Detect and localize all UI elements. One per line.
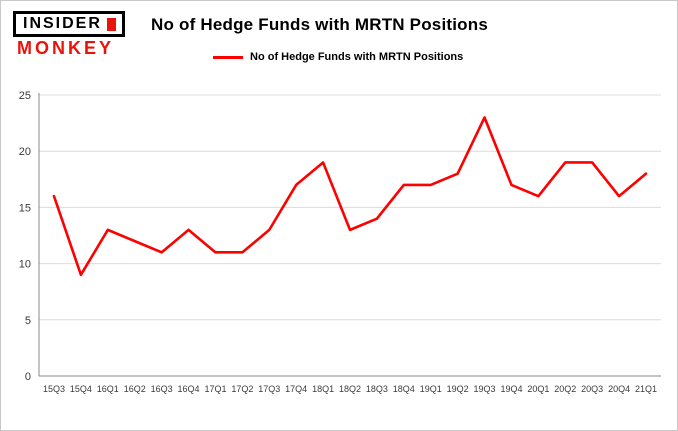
chart-legend: No of Hedge Funds with MRTN Positions (213, 51, 488, 63)
svg-text:19Q1: 19Q1 (420, 384, 442, 394)
svg-text:19Q2: 19Q2 (447, 384, 469, 394)
svg-text:15Q4: 15Q4 (70, 384, 92, 394)
svg-text:20Q1: 20Q1 (527, 384, 549, 394)
chart-area: 0 5 10 15 20 25 15Q3 15Q4 16Q1 16Q2 16Q3 16Q4 17Q1 17… (1, 85, 677, 425)
svg-text:16Q4: 16Q4 (178, 384, 200, 394)
svg-text:18Q3: 18Q3 (366, 384, 388, 394)
legend-label: No of Hedge Funds with MRTN Positions (250, 51, 464, 63)
svg-text:17Q4: 17Q4 (285, 384, 307, 394)
page-title: No of Hedge Funds with MRTN Positions (151, 15, 488, 34)
svg-text:20Q2: 20Q2 (554, 384, 576, 394)
svg-text:15: 15 (19, 202, 31, 214)
line-chart: 0 5 10 15 20 25 15Q3 15Q4 16Q1 16Q2 16Q3 16Q4 17Q1 17… (19, 90, 661, 394)
insider-monkey-logo: INSIDER MONKEY (13, 11, 145, 59)
svg-text:0: 0 (25, 371, 31, 383)
svg-text:19Q4: 19Q4 (500, 384, 522, 394)
svg-text:16Q1: 16Q1 (97, 384, 119, 394)
svg-text:25: 25 (19, 90, 31, 102)
legend-line-swatch (213, 55, 243, 59)
svg-text:16Q2: 16Q2 (124, 384, 146, 394)
svg-text:16Q3: 16Q3 (151, 384, 173, 394)
svg-text:18Q4: 18Q4 (393, 384, 415, 394)
svg-text:18Q1: 18Q1 (312, 384, 334, 394)
svg-text:5: 5 (25, 315, 31, 327)
logo-monkey-text: MONKEY (17, 38, 115, 58)
svg-text:10: 10 (19, 259, 31, 271)
svg-text:20Q4: 20Q4 (608, 384, 630, 394)
svg-text:17Q1: 17Q1 (204, 384, 226, 394)
svg-text:17Q2: 17Q2 (231, 384, 253, 394)
chart-header: INSIDER MONKEY No of Hedge Funds with MR… (11, 9, 667, 81)
logo-insider-text: INSIDER (23, 15, 102, 32)
svg-text:15Q3: 15Q3 (43, 384, 65, 394)
title-block: No of Hedge Funds with MRTN Positions No… (151, 15, 488, 63)
svg-text:19Q3: 19Q3 (474, 384, 496, 394)
svg-text:18Q2: 18Q2 (339, 384, 361, 394)
monkey-icon (106, 17, 116, 31)
svg-text:20Q3: 20Q3 (581, 384, 603, 394)
svg-text:21Q1: 21Q1 (635, 384, 657, 394)
svg-text:20: 20 (19, 146, 31, 158)
svg-text:17Q3: 17Q3 (258, 384, 280, 394)
logo-insider-row: INSIDER (13, 11, 125, 37)
